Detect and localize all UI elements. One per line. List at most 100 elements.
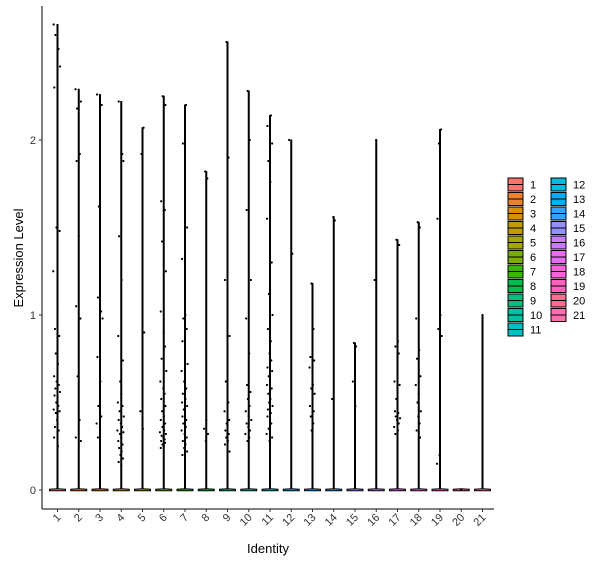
data-point: [228, 418, 231, 422]
data-point: [223, 278, 227, 282]
data-point: [270, 422, 273, 425]
data-point: [308, 366, 311, 369]
violin-shape: [155, 95, 173, 492]
data-point: [419, 375, 422, 378]
data-point: [269, 340, 272, 343]
data-point: [224, 380, 227, 383]
violin-shape: [282, 139, 300, 492]
data-point: [395, 397, 398, 401]
data-point: [122, 431, 125, 434]
data-point: [183, 457, 187, 460]
data-point: [311, 436, 314, 439]
legend-label: 17: [573, 252, 585, 264]
data-point: [120, 392, 123, 395]
data-point: [54, 387, 57, 390]
legend-item-1: 1: [507, 177, 536, 192]
violin-layer: [49, 24, 491, 492]
legend-label: 1: [530, 180, 536, 192]
legend-item-2: 2: [507, 192, 536, 206]
data-point: [186, 226, 189, 229]
data-point: [206, 177, 209, 180]
data-point: [268, 401, 271, 404]
violin-cluster-2: [70, 88, 88, 492]
data-point: [266, 124, 269, 128]
data-point: [55, 418, 59, 422]
data-point: [271, 404, 274, 408]
violin-cluster-5: [134, 127, 151, 492]
data-point: [163, 429, 166, 432]
data-point: [226, 439, 230, 443]
data-point: [225, 40, 228, 44]
data-point: [97, 404, 100, 408]
data-point: [393, 380, 396, 383]
violin-cluster-14: [325, 216, 343, 492]
y-axis-title: Expression Level: [11, 208, 26, 307]
legend-item-13: 13: [550, 192, 585, 206]
data-point: [119, 422, 122, 425]
data-point: [438, 453, 441, 457]
data-point: [310, 387, 313, 390]
data-point: [270, 359, 273, 362]
data-point: [163, 392, 166, 395]
data-point: [101, 317, 104, 320]
data-point: [249, 390, 252, 394]
x-tick-label: 21: [471, 512, 488, 529]
data-point: [268, 439, 271, 443]
data-point: [180, 257, 184, 261]
data-point: [440, 334, 443, 338]
x-tick-label: 7: [178, 512, 191, 525]
legend-item-7: 7: [507, 264, 536, 279]
data-point: [223, 410, 226, 413]
data-point: [183, 380, 186, 383]
legend-item-3: 3: [507, 206, 536, 221]
data-point: [58, 229, 61, 233]
violin-cluster-1: [49, 24, 66, 492]
data-point: [418, 226, 421, 229]
data-point: [312, 410, 315, 413]
data-point: [291, 252, 294, 255]
data-point: [436, 217, 439, 220]
data-point: [267, 375, 270, 378]
data-point: [396, 404, 399, 408]
data-point: [96, 436, 99, 439]
data-point: [313, 392, 316, 395]
data-point: [250, 418, 253, 422]
legend-item-14: 14: [550, 206, 585, 221]
data-point: [52, 270, 55, 273]
data-point: [57, 383, 60, 387]
data-point: [354, 404, 357, 408]
data-point: [116, 429, 119, 432]
data-point: [415, 317, 418, 320]
x-tick-label: 6: [157, 512, 170, 525]
data-point: [270, 261, 273, 264]
data-point: [312, 422, 315, 425]
data-point: [248, 436, 251, 439]
data-point: [269, 180, 272, 184]
legend-label: 9: [530, 296, 536, 308]
violin-shape: [112, 101, 130, 492]
y-tick-label: 1: [30, 310, 36, 322]
data-point: [181, 439, 184, 443]
data-point: [143, 331, 146, 334]
data-point: [55, 380, 58, 383]
data-point: [352, 341, 356, 345]
data-point: [311, 383, 315, 387]
legend-item-15: 15: [550, 221, 585, 235]
data-point: [416, 221, 419, 224]
data-point: [228, 450, 231, 453]
data-point: [162, 387, 165, 390]
data-point: [120, 464, 123, 467]
data-point: [77, 235, 80, 238]
data-point: [118, 410, 121, 413]
violin-shape: [389, 239, 406, 492]
data-point: [163, 438, 166, 441]
data-point: [52, 408, 55, 411]
data-point: [53, 394, 56, 397]
legend-label: 4: [530, 223, 536, 235]
violin-cluster-19: [431, 129, 449, 492]
data-point: [398, 243, 401, 247]
violin-cluster-16: [367, 139, 385, 492]
data-point: [119, 380, 122, 383]
legend-item-16: 16: [550, 235, 585, 250]
legend-item-18: 18: [550, 264, 585, 279]
